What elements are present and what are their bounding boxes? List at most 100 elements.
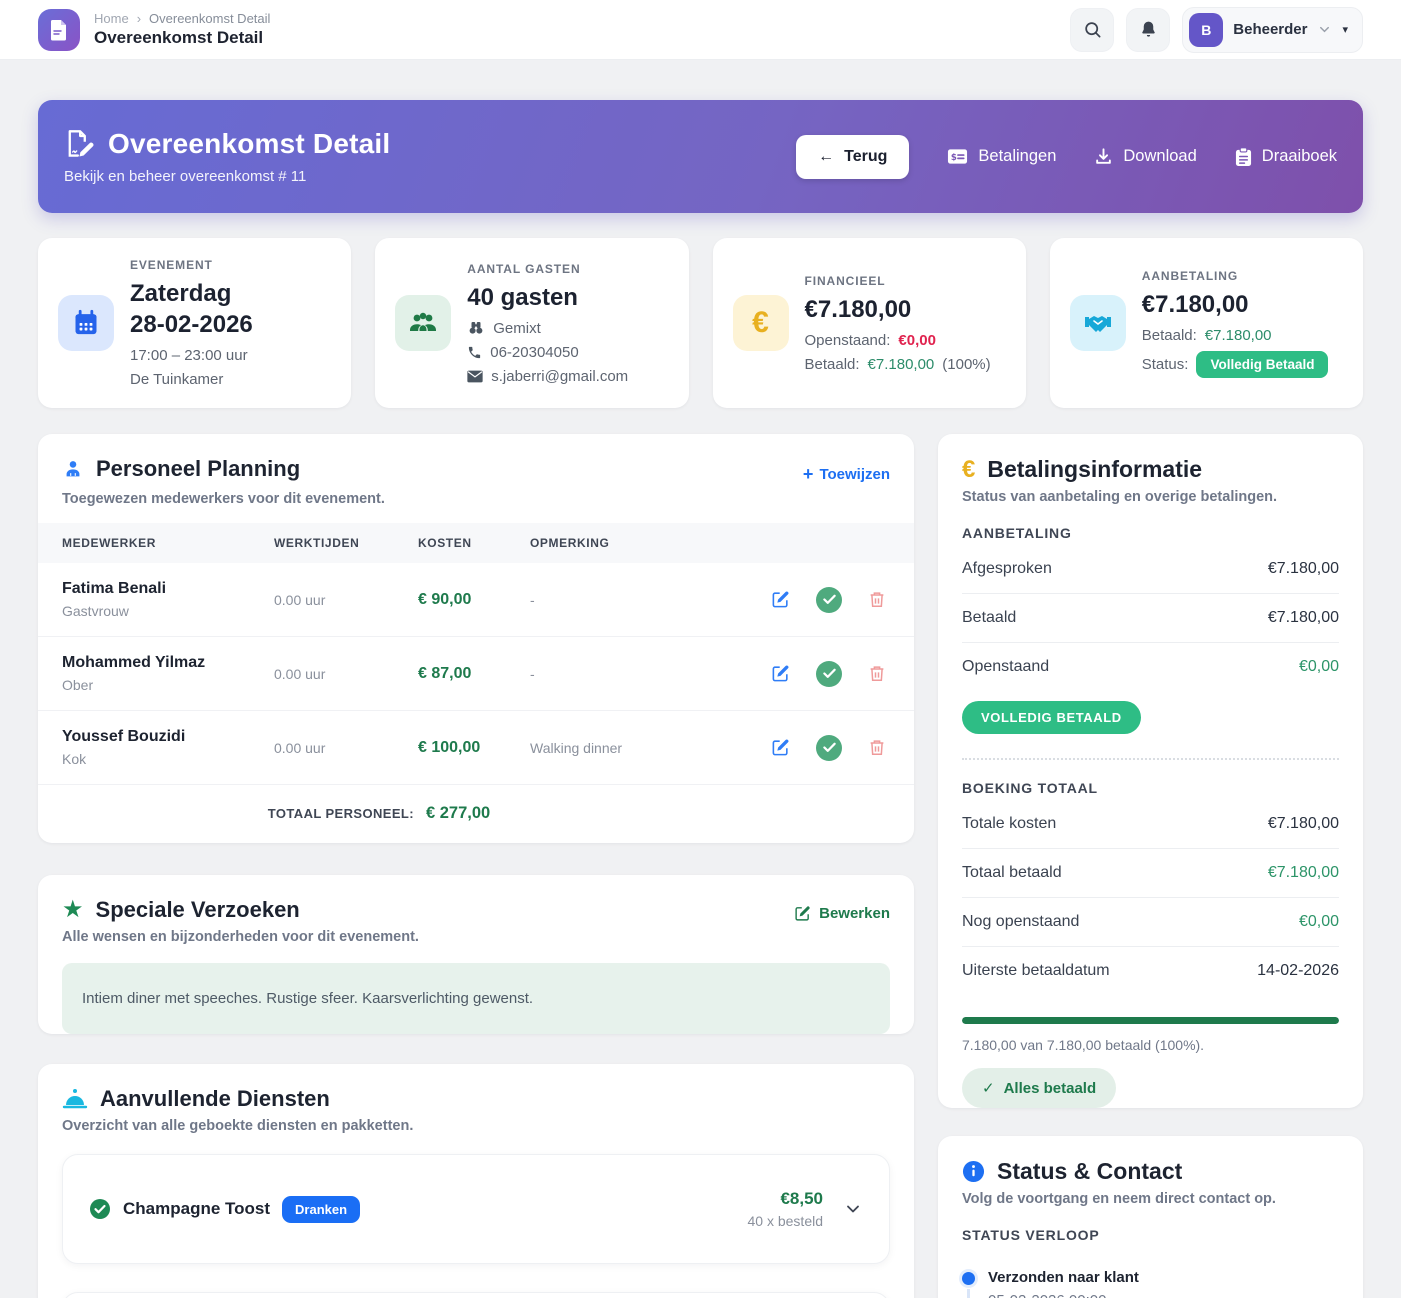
hero-subtitle: Bekijk en beheer overeenkomst # 11 — [64, 168, 307, 185]
timeline-connector — [967, 1289, 970, 1298]
payment-info-subtitle: Status van aanbetaling en overige betali… — [962, 489, 1278, 506]
payment-row: Totale kosten €7.180,00 — [962, 800, 1339, 850]
arrow-left-icon: ← — [818, 147, 835, 165]
plus-icon: + — [802, 464, 814, 485]
info-icon — [962, 1160, 985, 1183]
envelope-icon — [467, 370, 483, 383]
top-bar: Home › Overeenkomst Detail Overeenkomst … — [0, 0, 1401, 60]
financial-card-label: FINANCIEEL — [804, 273, 886, 288]
confirm-check-icon[interactable] — [816, 586, 842, 613]
hero-title: Overeenkomst Detail — [108, 128, 391, 159]
payment-row: Openstaand €0,00 — [962, 658, 1339, 676]
payment-row: Betaald €7.180,00 — [962, 594, 1339, 644]
staff-table: Medewerker Werktijden Kosten Opmerking F… — [38, 523, 914, 786]
assign-button[interactable]: + Toewijzen — [802, 464, 890, 485]
breadcrumb-chevron-icon: › — [136, 11, 142, 26]
timeline-dot-icon — [962, 1272, 975, 1286]
download-icon — [1094, 147, 1113, 166]
trash-icon[interactable] — [868, 738, 886, 757]
staff-title: Personeel Planning — [96, 456, 301, 482]
svg-text:$: $ — [951, 153, 957, 163]
calendar-icon — [58, 295, 114, 352]
handshake-icon — [1069, 295, 1126, 352]
search-button[interactable] — [1070, 7, 1115, 52]
requests-text: Intiem diner met speeches. Rustige sfeer… — [62, 963, 890, 1035]
table-row: Mohammed Yilmaz Ober 0.00 uur € 87,00 - — [38, 636, 914, 712]
event-location: De Tuinkamer — [130, 371, 224, 389]
payment-progress-fill — [962, 1017, 1339, 1025]
edit-requests-button[interactable]: Bewerken — [794, 905, 890, 922]
event-time: 17:00 – 23:00 uur — [130, 347, 248, 365]
back-button[interactable]: ← Terug — [796, 134, 910, 179]
guests-count: 40 gasten — [467, 283, 578, 311]
document-icon — [49, 19, 69, 41]
breadcrumb: Home › Overeenkomst Detail — [94, 11, 270, 26]
notifications-button[interactable] — [1126, 7, 1171, 52]
service-item[interactable]: Champagne Toost Dranken €8,50 40 x beste… — [62, 1154, 890, 1265]
clipboard-icon — [1235, 146, 1252, 167]
status-contact-panel: Status & Contact Volg de voortgang en ne… — [938, 1136, 1363, 1298]
edit-icon[interactable] — [771, 590, 790, 609]
hero-banner: Overeenkomst Detail Bekijk en beheer ove… — [38, 100, 1363, 213]
status-section-label: STATUS VERLOOP — [962, 1227, 1100, 1244]
event-day: Zaterdag — [130, 280, 232, 307]
caret-down-icon: ▾ — [1342, 24, 1348, 36]
payment-row: Totaal betaald €7.180,00 — [962, 849, 1339, 899]
edit-icon[interactable] — [771, 664, 790, 683]
guests-email: s.jaberri@gmail.com — [491, 367, 629, 385]
staff-total-row: TOTAAL PERSONEEL: € 277,00 — [38, 785, 914, 843]
fully-paid-badge: VOLLEDIG BETAALD — [962, 701, 1141, 735]
cloche-icon — [62, 1087, 88, 1111]
check-circle-icon — [89, 1198, 111, 1220]
event-date: 28-02-2026 — [130, 311, 253, 339]
services-title: Aanvullende Diensten — [100, 1086, 330, 1112]
payment-row: Uiterste betaaldatum 14-02-2026 — [962, 962, 1339, 980]
col-werktijden: Werktijden — [274, 536, 360, 551]
edit-icon[interactable] — [771, 738, 790, 757]
confirm-check-icon[interactable] — [816, 660, 842, 687]
service-item[interactable]: Drankpakket Luxe (4 uur) Dranken €39,50 … — [62, 1292, 890, 1298]
download-button[interactable]: Download — [1094, 147, 1197, 166]
status-timeline: Verzonden naar klant 05-02-2026 00:00 On… — [938, 1247, 1363, 1298]
services-panel: Aanvullende Diensten Overzicht van alle … — [38, 1064, 914, 1298]
users-icon — [395, 295, 452, 352]
trash-icon[interactable] — [868, 664, 886, 683]
user-name: Beheerder — [1233, 21, 1308, 38]
requests-subtitle: Alle wensen en bijzonderheden voor dit e… — [62, 929, 419, 946]
confirm-check-icon[interactable] — [816, 734, 842, 761]
deposit-section-label: AANBETALING — [962, 525, 1072, 542]
col-medewerker: Medewerker — [62, 536, 157, 551]
app-logo — [38, 8, 80, 51]
timeline-item: Verzonden naar klant 05-02-2026 00:00 — [962, 1269, 1339, 1298]
staff-total-value: € 277,00 — [426, 804, 491, 823]
financial-amount: €7.180,00 — [804, 295, 912, 323]
search-icon — [1083, 20, 1102, 39]
guests-mix: Gemixt — [493, 319, 541, 337]
payments-button[interactable]: $ Betalingen — [947, 147, 1056, 166]
financial-paid: Betaald: €7.180,00 (100%) — [804, 355, 991, 373]
service-category-badge: Dranken — [282, 1195, 361, 1223]
all-paid-button[interactable]: ✓ Alles betaald — [962, 1068, 1117, 1109]
guests-phone: 06-20304050 — [490, 343, 579, 361]
user-menu[interactable]: B Beheerder ▾ — [1182, 6, 1363, 53]
payment-row: Afgesproken €7.180,00 — [962, 545, 1339, 595]
euro-icon: € — [962, 455, 976, 483]
star-icon: ★ — [62, 896, 84, 924]
staff-subtitle: Toegewezen medewerkers voor dit evenemen… — [62, 491, 385, 508]
breadcrumb-home[interactable]: Home — [94, 11, 129, 26]
chevron-down-icon — [1317, 22, 1332, 37]
status-contact-title: Status & Contact — [997, 1158, 1183, 1185]
payment-info-title: Betalingsinformatie — [987, 456, 1203, 483]
financial-card: € FINANCIEEL €7.180,00 Openstaand: €0,00… — [712, 238, 1026, 409]
special-requests-panel: ★ Speciale Verzoeken Bewerken Alle wense… — [38, 875, 914, 1035]
deposit-card: AANBETALING €7.180,00 Betaald: €7.180,00… — [1049, 238, 1363, 409]
runbook-button[interactable]: Draaiboek — [1235, 146, 1337, 167]
check-icon: ✓ — [982, 1080, 995, 1098]
document-edit-icon — [64, 129, 94, 159]
trash-icon[interactable] — [868, 590, 886, 609]
deposit-card-label: AANBETALING — [1141, 268, 1239, 283]
services-subtitle: Overzicht van alle geboekte diensten en … — [62, 1118, 414, 1135]
chevron-down-icon[interactable] — [843, 1199, 863, 1219]
requests-title: Speciale Verzoeken — [95, 897, 300, 923]
financial-open: Openstaand: €0,00 — [804, 331, 936, 349]
